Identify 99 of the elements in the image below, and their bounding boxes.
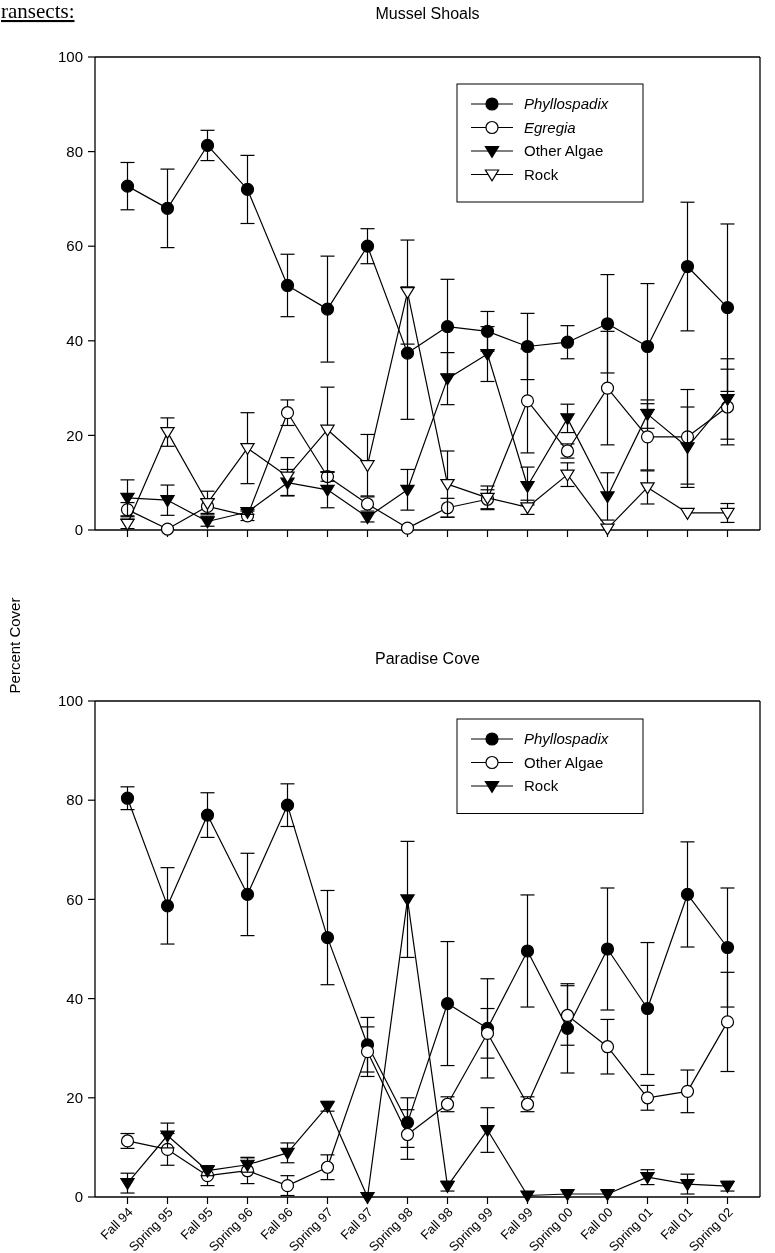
legend-label: Rock: [524, 165, 559, 183]
point: [480, 1124, 495, 1137]
legend-label: Other Algae: [524, 142, 604, 160]
point: [720, 507, 735, 520]
y-tick-label: 20: [66, 426, 83, 444]
point: [480, 348, 495, 361]
point: [680, 887, 695, 902]
point: [440, 320, 455, 334]
point: [400, 346, 415, 360]
point: [680, 259, 695, 274]
legend-label: Egregia: [524, 118, 576, 136]
point: [160, 426, 175, 439]
point: [520, 944, 535, 958]
point: [200, 808, 215, 822]
y-tick-label: 100: [57, 692, 83, 710]
point: [720, 301, 735, 315]
point: [160, 899, 175, 913]
chart-title: Mussel Shoals: [375, 5, 480, 22]
point: [160, 201, 175, 215]
point: [680, 442, 695, 455]
point: [400, 286, 415, 299]
point: [640, 339, 655, 354]
point: [560, 413, 575, 426]
point: [560, 1188, 575, 1201]
point: [320, 484, 335, 497]
point: [560, 469, 575, 482]
point: [640, 409, 655, 422]
point: [240, 887, 255, 902]
point: [200, 138, 215, 153]
point: [400, 484, 415, 497]
point: [280, 406, 295, 420]
point: [640, 1001, 655, 1016]
point: [120, 179, 135, 193]
y-tick-label: 60: [66, 890, 83, 908]
legend-label: Phyllospadix: [524, 730, 609, 748]
point: [680, 1179, 695, 1191]
point: [600, 381, 615, 395]
point: [440, 996, 455, 1011]
point: [160, 1130, 175, 1143]
point: [360, 460, 375, 473]
point: [600, 1188, 615, 1201]
point: [280, 278, 295, 293]
point: [400, 1127, 415, 1142]
point: [680, 1084, 695, 1098]
point: [560, 1008, 575, 1023]
y-tick-label: 80: [66, 791, 83, 809]
point: [320, 930, 335, 945]
point: [640, 430, 655, 444]
point: [600, 317, 615, 331]
point: [600, 491, 615, 504]
point: [400, 521, 415, 535]
point: [280, 1147, 295, 1160]
point: [520, 394, 535, 408]
y-tick-label: 80: [66, 142, 83, 160]
point: [640, 1091, 655, 1105]
y-tick-label: 60: [66, 237, 83, 255]
point: [360, 1191, 375, 1204]
y-tick-label: 0: [74, 1188, 83, 1206]
chart-title: Paradise Cove: [375, 650, 481, 667]
text: ransects:: [1, 0, 75, 23]
point: [320, 1160, 335, 1174]
point: [320, 424, 335, 437]
point: [320, 302, 335, 316]
legend-label: Other Algae: [524, 753, 604, 771]
point: [600, 1040, 615, 1054]
point: [280, 798, 295, 812]
y-tick-label: 20: [66, 1089, 83, 1107]
y-tick-label: 40: [66, 332, 83, 350]
point: [280, 471, 295, 484]
point: [520, 1190, 535, 1203]
point: [120, 791, 135, 805]
y-tick-label: 40: [66, 989, 83, 1007]
point: [280, 1178, 295, 1193]
point: [640, 482, 655, 495]
point: [600, 942, 615, 956]
point: [240, 182, 255, 197]
point: [440, 373, 455, 386]
point: [240, 443, 255, 456]
legend-label: Rock: [524, 777, 559, 795]
legend-label: Phyllospadix: [524, 95, 609, 113]
point: [360, 239, 375, 253]
point: [720, 1015, 735, 1029]
point: [160, 495, 175, 508]
point: [120, 492, 135, 505]
y-tick-label: 100: [57, 48, 83, 66]
point: [720, 940, 735, 955]
point: [400, 894, 415, 907]
point: [720, 393, 735, 406]
point: [680, 507, 695, 520]
point: [440, 479, 455, 492]
point: [160, 522, 175, 536]
point: [120, 1178, 135, 1191]
y-tick-label: 0: [74, 521, 83, 539]
point: [480, 1026, 495, 1040]
point: [360, 1045, 375, 1059]
point: [520, 480, 535, 493]
point: [560, 335, 575, 349]
point: [600, 523, 615, 536]
y-axis-title: Percent Cover: [6, 597, 23, 694]
